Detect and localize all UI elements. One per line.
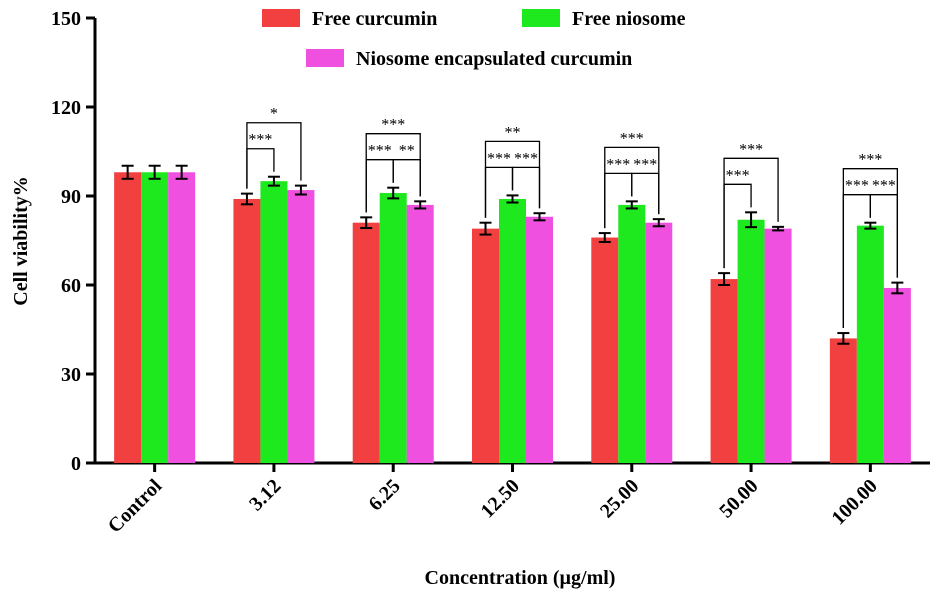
significance-label: *** xyxy=(633,156,657,173)
bar xyxy=(114,172,142,463)
y-tick-label: 90 xyxy=(61,186,81,208)
bar xyxy=(141,172,169,463)
x-tick-label: 25.00 xyxy=(596,475,643,522)
y-tick-label: 0 xyxy=(71,453,81,475)
significance-label: *** xyxy=(620,130,644,147)
bar xyxy=(168,172,196,463)
legend-swatch xyxy=(306,49,344,67)
significance-label: *** xyxy=(858,152,882,169)
significance-label: *** xyxy=(368,143,392,160)
bar xyxy=(764,228,792,463)
bar xyxy=(829,338,857,463)
legend: Free curcumin Free niosome Niosome encapsu… xyxy=(262,8,686,70)
significance-label: *** xyxy=(726,167,750,184)
legend-swatch xyxy=(262,9,300,27)
y-tick-label: 60 xyxy=(61,275,81,297)
significance-label: *** xyxy=(487,150,511,167)
significance-bracket xyxy=(484,166,514,218)
bar xyxy=(406,204,434,463)
legend-label: Free niosome xyxy=(572,8,686,30)
significance-label: *** xyxy=(872,178,896,195)
legend-label: Niosome encapsulated curcumin xyxy=(356,48,632,70)
y-tick-label: 150 xyxy=(51,8,81,30)
bar xyxy=(379,193,407,464)
bar xyxy=(737,219,765,463)
bar xyxy=(856,225,884,463)
x-tick-label: 6.25 xyxy=(364,475,404,515)
significance-label: *** xyxy=(739,141,763,158)
y-tick-label: 120 xyxy=(51,97,81,119)
error-bars xyxy=(121,164,904,345)
significance-bracket xyxy=(246,148,275,189)
bar xyxy=(233,198,261,463)
x-tick-label: 12.50 xyxy=(477,475,524,522)
bar xyxy=(618,204,646,463)
bar xyxy=(645,222,673,463)
bar xyxy=(260,181,288,463)
significance-label: * xyxy=(270,106,278,123)
y-tick-label: 30 xyxy=(61,364,81,386)
bar xyxy=(352,222,380,463)
bar xyxy=(710,279,738,463)
significance-label: *** xyxy=(248,132,272,149)
significance-label: ** xyxy=(505,124,521,141)
significance-label: *** xyxy=(606,156,630,173)
significance-label: *** xyxy=(514,150,538,167)
bar xyxy=(472,228,499,463)
x-axis-label: Concentration (µg/ml) xyxy=(425,567,616,589)
y-axis-label: Cell viability% xyxy=(10,176,32,305)
legend-label: Free curcumin xyxy=(312,8,437,30)
legend-swatch xyxy=(522,9,560,27)
significance-brackets: ****************************************… xyxy=(246,106,899,329)
x-tick-label: Control xyxy=(104,475,167,538)
significance-bracket xyxy=(604,172,633,229)
bar xyxy=(499,198,526,463)
significance-label: *** xyxy=(381,117,405,134)
significance-label: ** xyxy=(399,143,415,160)
bars xyxy=(114,172,911,464)
bar xyxy=(287,190,315,464)
significance-label: *** xyxy=(845,178,869,195)
significance-bracket xyxy=(365,159,394,213)
x-tick-label: 100.00 xyxy=(827,475,881,529)
bar xyxy=(591,237,619,463)
significance-bracket xyxy=(842,194,872,329)
bar xyxy=(883,287,911,463)
x-tick-label: 3.12 xyxy=(245,475,285,515)
bar xyxy=(526,216,553,463)
significance-bracket xyxy=(723,183,752,269)
significance-bracket xyxy=(392,159,421,197)
x-tick-label: 50.00 xyxy=(715,475,762,522)
